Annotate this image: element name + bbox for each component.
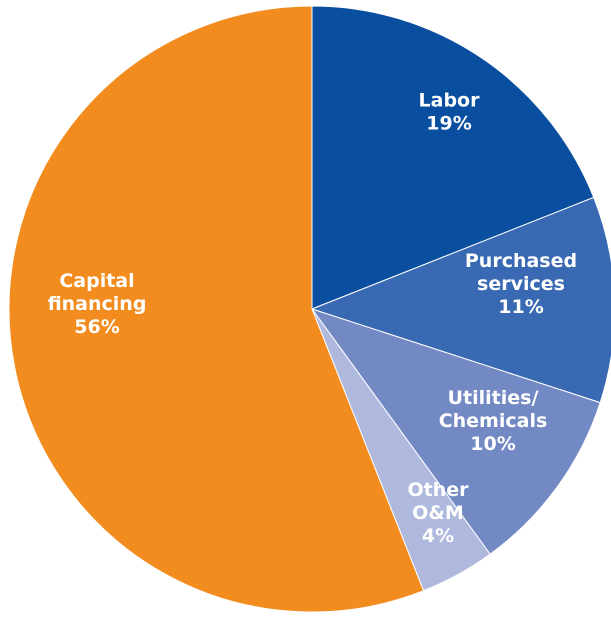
pie-slice — [310, 308, 601, 555]
slice-label: Capital financing 56% — [48, 270, 147, 338]
slice-percent: 11% — [498, 296, 543, 318]
slice-category: Capital — [59, 270, 134, 292]
slice-category: Chemicals — [439, 410, 548, 432]
slice-category: Other — [407, 479, 469, 501]
slice-label: Other O&M 4% — [407, 479, 469, 547]
slice-category: financing — [48, 293, 147, 315]
pie-slice — [310, 196, 611, 404]
slice-category: Utilities/ — [448, 387, 539, 409]
slice-percent: 56% — [74, 316, 119, 338]
slice-label: Utilities/Chemicals 10% — [439, 387, 548, 455]
slice-category: services — [477, 273, 565, 295]
slice-category: Labor — [419, 90, 481, 112]
slice-percent: 4% — [422, 525, 454, 547]
pie-labels: Labor 19% Purchased services 11% Utilities/Ch… — [48, 90, 578, 548]
slice-percent: 19% — [426, 113, 471, 135]
slice-percent: 10% — [470, 433, 515, 455]
slice-label: Purchased services 11% — [465, 250, 577, 318]
slice-category: Purchased — [465, 250, 577, 272]
pie-slice — [311, 5, 595, 310]
slice-category: O&M — [412, 502, 464, 524]
pie-slice — [8, 5, 425, 613]
pie-slices — [8, 5, 611, 613]
slice-label: Labor 19% — [419, 90, 481, 135]
